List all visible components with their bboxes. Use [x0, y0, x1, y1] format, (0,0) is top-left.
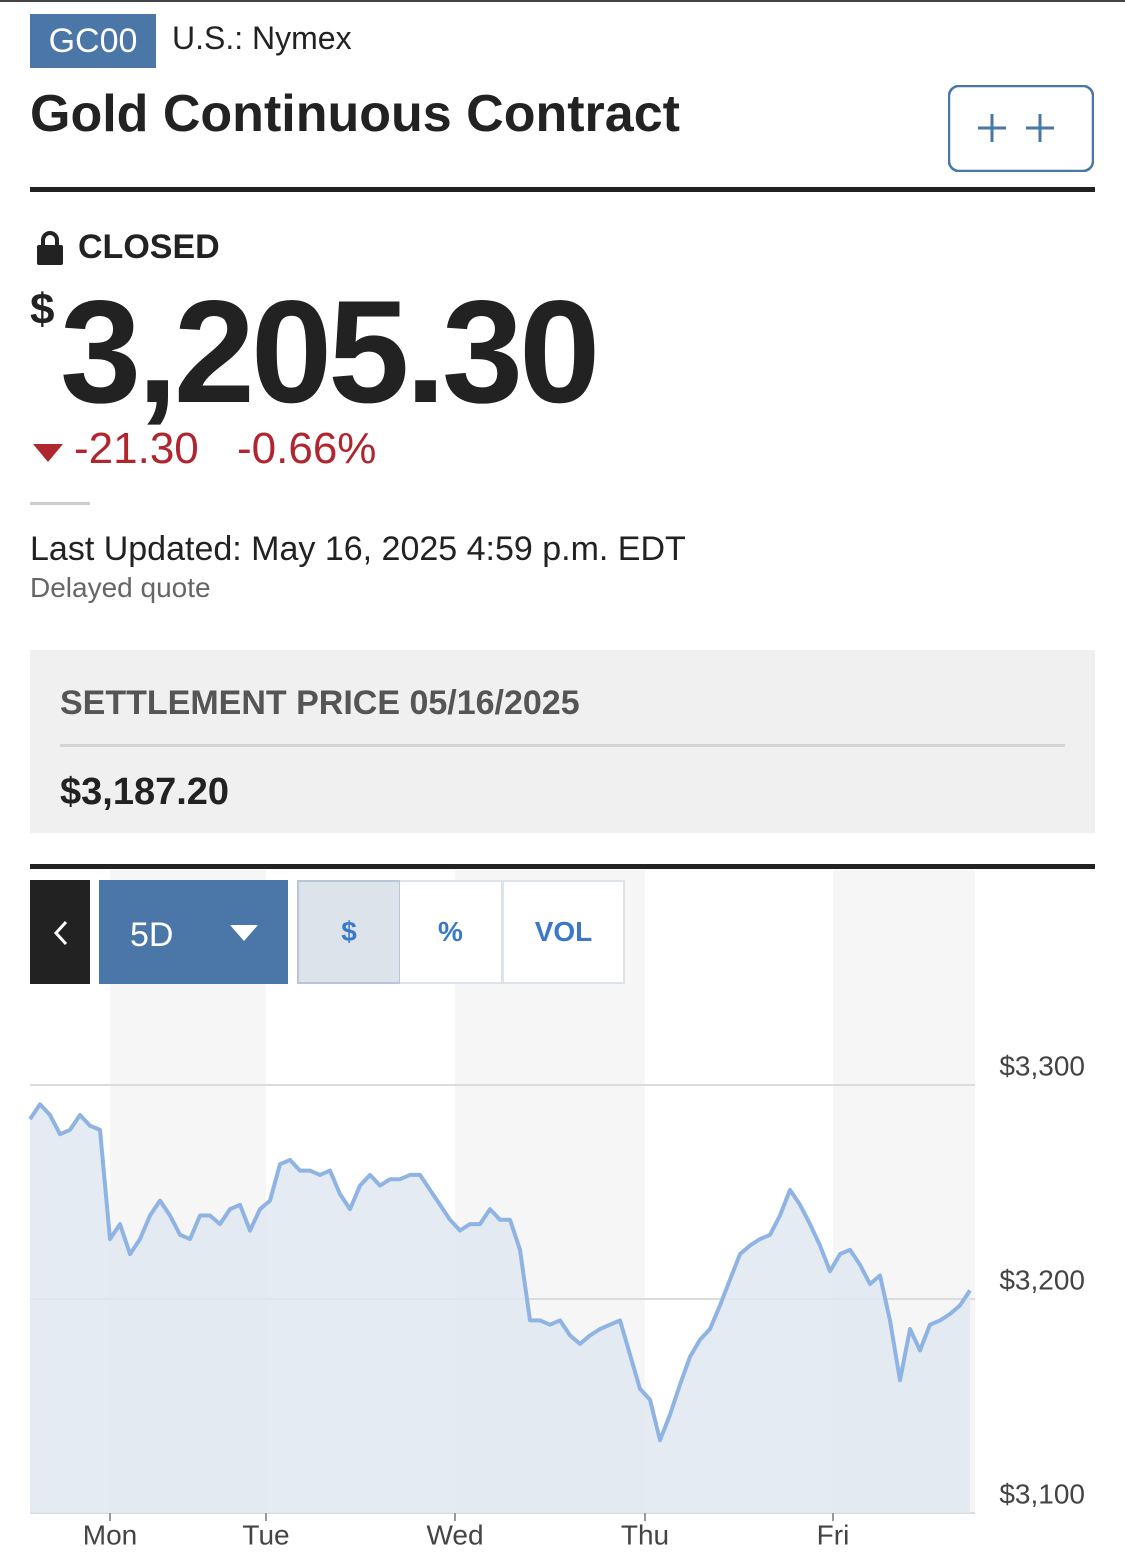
change-percent: -0.66% — [237, 424, 377, 473]
last-updated: Last Updated: May 16, 2025 4:59 p.m. EDT — [30, 530, 686, 568]
mode-button[interactable]: % — [400, 880, 503, 984]
plus-icons — [978, 114, 1054, 142]
watchlist-button[interactable] — [948, 85, 1094, 172]
mode-button[interactable]: $ — [297, 880, 401, 984]
price: 3,205.30 — [60, 270, 600, 433]
exchange: U.S.: Nymex — [172, 20, 352, 56]
title: Gold Continuous Contract — [30, 85, 680, 143]
change: -21.30 — [74, 424, 199, 473]
settlement-divider — [60, 744, 1065, 747]
rule — [30, 187, 1095, 192]
top-border — [0, 0, 1125, 2]
button-border — [948, 85, 1094, 172]
range-label: 5D — [130, 916, 174, 954]
range-select[interactable]: 5D — [99, 880, 288, 984]
settlement-label: SETTLEMENT PRICE 05/16/2025 — [60, 684, 580, 722]
lock-icon — [37, 231, 63, 265]
y-tick-label: $3,100 — [999, 1478, 1085, 1509]
y-tick-label: $3,300 — [999, 1050, 1085, 1081]
divider — [30, 502, 90, 505]
delay-note: Delayed quote — [30, 572, 211, 603]
settlement-value: $3,187.20 — [60, 771, 230, 813]
x-tick-label: Wed — [426, 1519, 483, 1550]
x-tick-label: Thu — [621, 1519, 669, 1550]
settlement-box — [30, 650, 1095, 833]
dropdown-arrow — [230, 925, 258, 941]
back-button[interactable] — [30, 880, 90, 984]
x-tick-label: Fri — [817, 1519, 850, 1550]
market-status: CLOSED — [78, 228, 220, 266]
y-tick-label: $3,200 — [999, 1264, 1085, 1295]
down-arrow — [33, 444, 63, 462]
x-tick-label: Tue — [242, 1519, 289, 1550]
currency: $ — [30, 285, 55, 334]
price-line — [28, 1102, 972, 1443]
rule — [30, 864, 1095, 869]
symbol-badge: GC00 — [30, 14, 156, 68]
mode-button[interactable]: VOL — [502, 880, 625, 984]
x-tick-label: Mon — [83, 1519, 137, 1550]
